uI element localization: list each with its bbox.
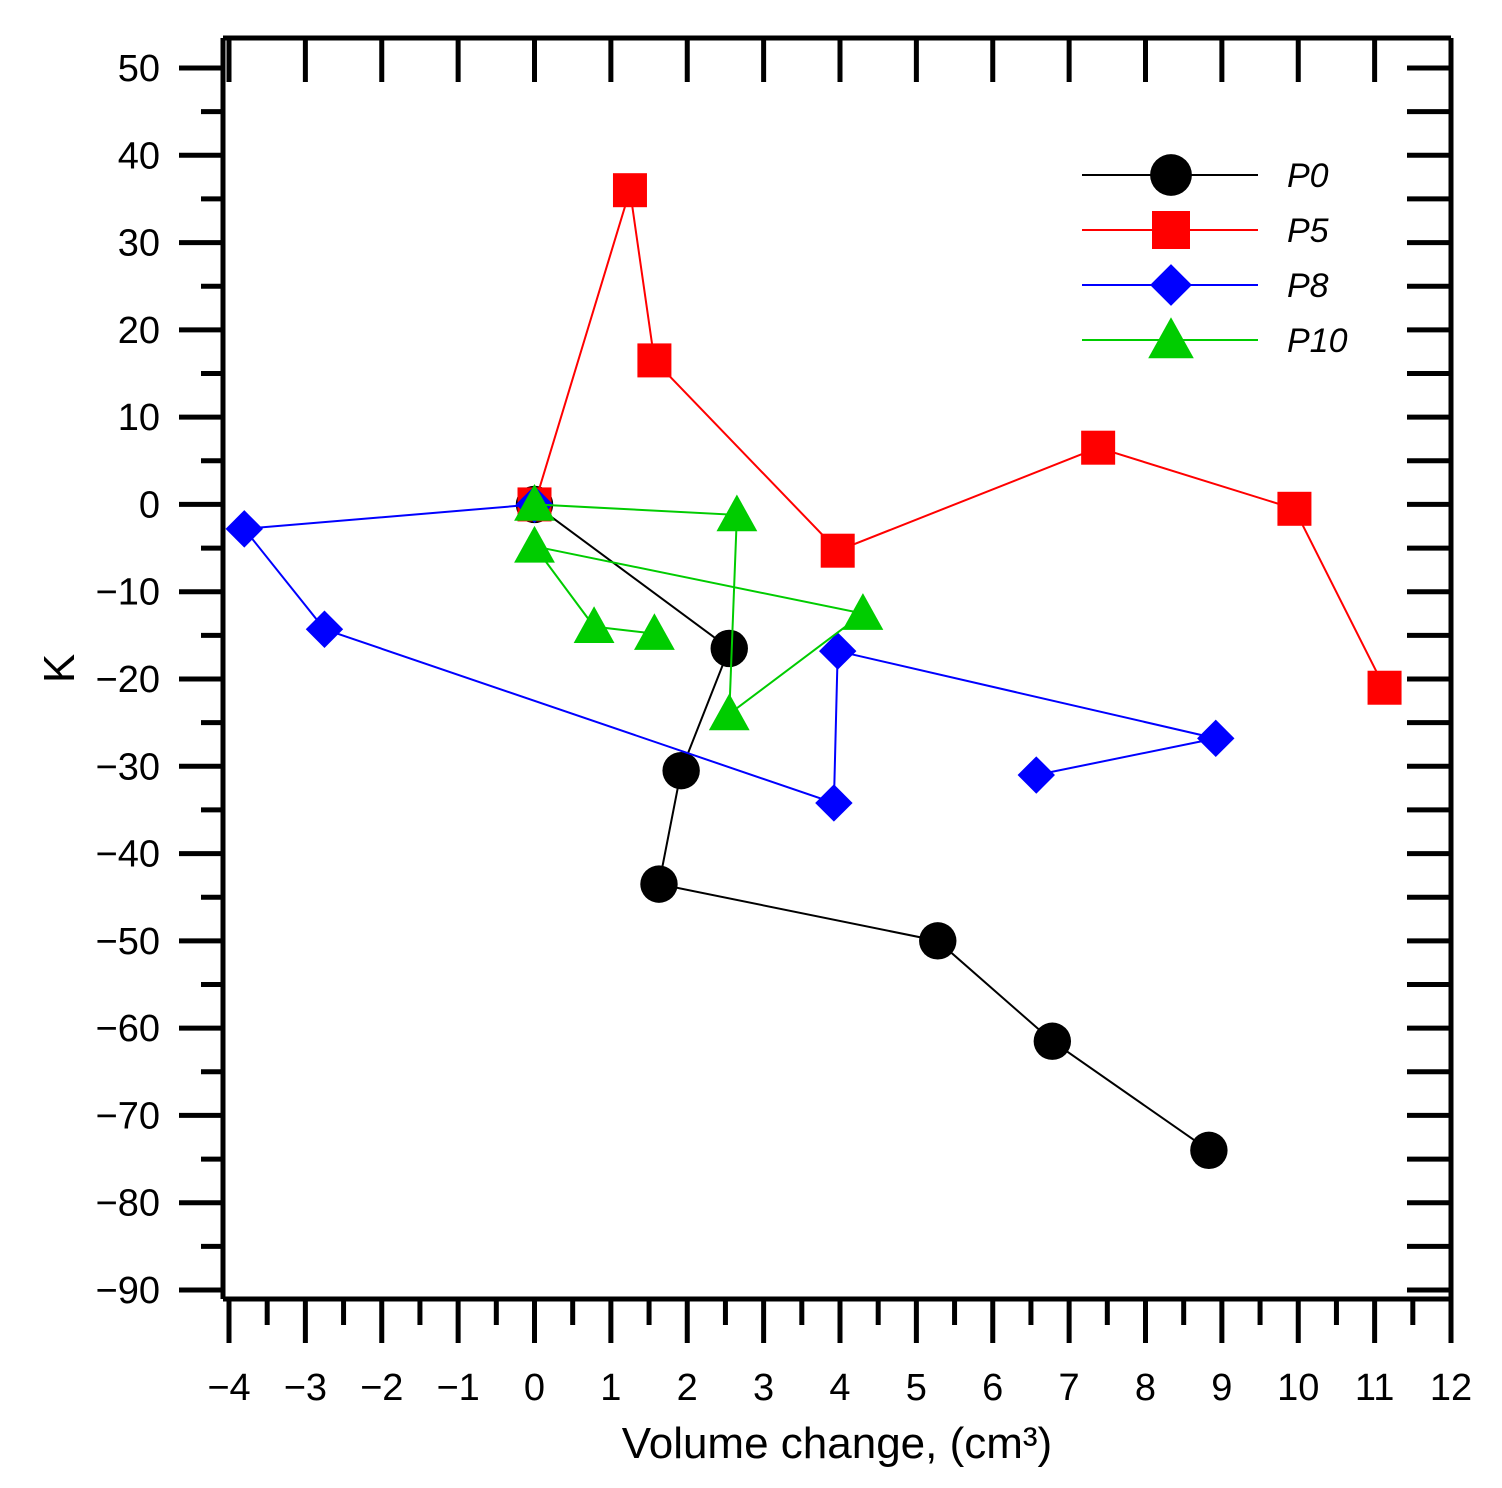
data-point xyxy=(710,629,748,668)
x-tick-label: 3 xyxy=(753,1367,774,1409)
data-point xyxy=(1190,1131,1228,1170)
series-line xyxy=(533,189,1386,689)
x-tick-label: 0 xyxy=(524,1367,545,1409)
y-tick-label: −10 xyxy=(96,572,160,614)
x-tick-label: 8 xyxy=(1135,1367,1156,1409)
series-p5 xyxy=(517,173,1402,705)
data-point xyxy=(820,533,855,568)
data-point xyxy=(573,606,615,643)
x-tick-label: 6 xyxy=(982,1367,1003,1409)
legend-item-p5: P5 xyxy=(1082,211,1329,250)
legend-label: P5 xyxy=(1287,212,1329,250)
y-tick-label: 30 xyxy=(118,223,160,265)
x-tick-label: 7 xyxy=(1059,1367,1080,1409)
x-tick-label: 2 xyxy=(677,1367,698,1409)
y-tick-label: −40 xyxy=(96,834,160,876)
x-tick-label: −3 xyxy=(284,1367,327,1409)
x-tick-label: 9 xyxy=(1211,1367,1232,1409)
x-tick-label: 11 xyxy=(1355,1367,1394,1409)
data-point xyxy=(514,484,555,521)
legend-label: P0 xyxy=(1287,157,1329,195)
legend-label: P8 xyxy=(1287,267,1329,305)
data-point xyxy=(1367,670,1402,705)
series-line xyxy=(532,503,866,716)
legend-item-p0: P0 xyxy=(1082,154,1329,196)
legend-marker xyxy=(1152,211,1190,249)
series-line xyxy=(533,503,1210,1152)
y-tick-label: 40 xyxy=(118,135,160,177)
data-point xyxy=(919,922,957,960)
series-p0 xyxy=(515,485,1228,1170)
x-tick-label: −1 xyxy=(436,1367,479,1409)
y-tick-label: −50 xyxy=(96,921,160,963)
y-axis-title: K xyxy=(35,654,84,683)
legend-label: P10 xyxy=(1287,322,1348,360)
data-point xyxy=(662,751,700,790)
x-axis-title: Volume change, (cm³) xyxy=(622,1419,1052,1468)
data-point xyxy=(1017,756,1055,794)
data-point xyxy=(815,784,853,822)
x-tick-label: 4 xyxy=(829,1367,850,1409)
legend-marker xyxy=(1148,317,1194,359)
legend-item-p8: P8 xyxy=(1082,264,1329,306)
y-tick-label: 50 xyxy=(118,48,160,90)
y-tick-label: −70 xyxy=(96,1095,160,1137)
data-point xyxy=(637,343,672,378)
x-tick-label: −2 xyxy=(360,1367,403,1409)
data-point xyxy=(716,494,758,532)
data-point xyxy=(612,173,647,208)
series-p10 xyxy=(514,484,884,731)
y-tick-label: −60 xyxy=(96,1008,160,1050)
axes: −4 −3 −2 −1 0 1 2 3 4 5 6 7 8 9 10 11 1250403020100−10−2… xyxy=(96,35,1472,1409)
x-tick-label: −4 xyxy=(207,1367,250,1409)
data-point xyxy=(305,610,344,648)
series-layer xyxy=(225,173,1402,1170)
data-point xyxy=(1081,430,1116,465)
y-tick-label: −90 xyxy=(96,1270,160,1312)
y-tick-label: −80 xyxy=(96,1183,160,1225)
y-tick-label: 10 xyxy=(118,397,160,439)
data-point xyxy=(514,525,555,563)
x-tick-label: 1 xyxy=(600,1367,621,1409)
legend-marker xyxy=(1150,154,1192,196)
y-tick-label: 20 xyxy=(118,310,160,352)
data-point xyxy=(1033,1022,1072,1060)
data-point xyxy=(708,693,750,731)
y-tick-label: 0 xyxy=(139,484,160,526)
data-point xyxy=(640,865,678,903)
legend-item-p10: P10 xyxy=(1082,317,1348,360)
data-point xyxy=(819,632,857,670)
x-tick-label: 10 xyxy=(1277,1367,1319,1409)
data-point xyxy=(634,613,675,650)
data-point xyxy=(225,510,263,548)
x-tick-label: 12 xyxy=(1430,1367,1472,1409)
y-tick-label: −20 xyxy=(96,659,160,701)
y-tick-label: −30 xyxy=(96,746,160,788)
legend-marker xyxy=(1150,264,1192,306)
data-point xyxy=(842,593,884,630)
data-point xyxy=(1197,719,1235,758)
data-point xyxy=(1277,491,1312,526)
legend: P0 P5 P8 P10 xyxy=(1082,154,1348,360)
x-tick-label: 5 xyxy=(906,1367,927,1409)
